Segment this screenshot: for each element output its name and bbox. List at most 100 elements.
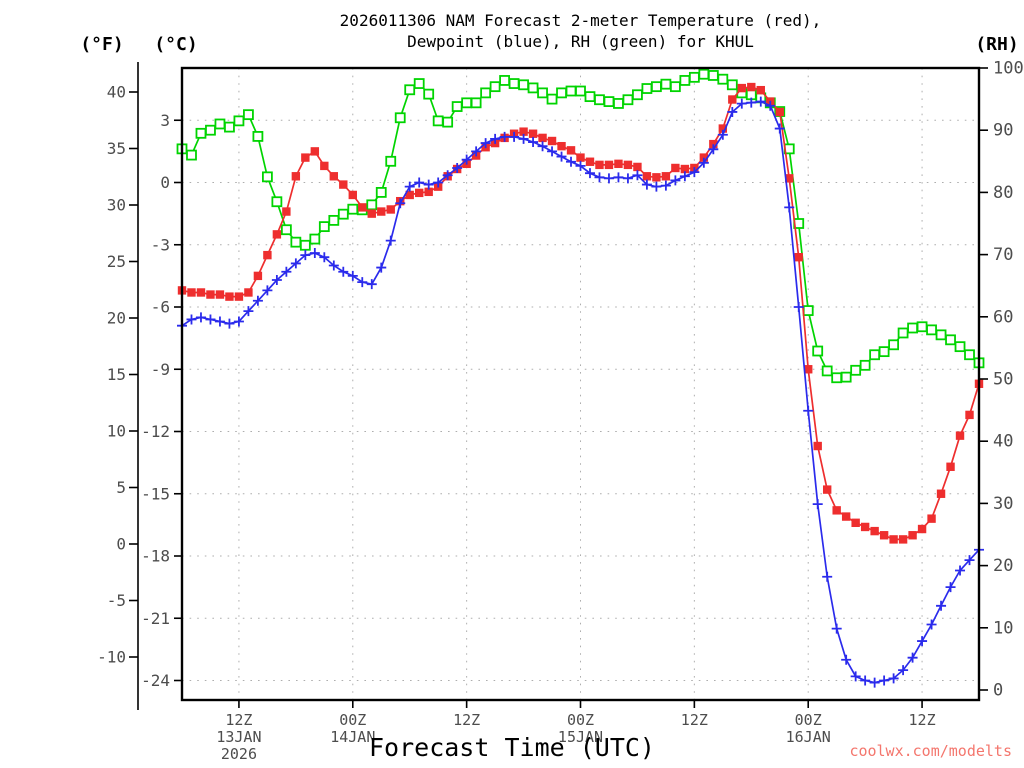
date-label: 13JAN [216, 728, 261, 746]
plus-marker [793, 302, 804, 312]
plus-marker [499, 131, 510, 142]
open-square-marker [831, 372, 843, 384]
fahrenheit-tick-label: 40 [107, 83, 126, 102]
filled-square-marker [680, 164, 690, 174]
celsius-tick-label: -6 [151, 298, 170, 317]
open-square-marker [679, 75, 691, 86]
plus-marker [917, 636, 928, 647]
filled-square-marker [756, 85, 765, 95]
plus-marker [366, 279, 377, 290]
open-square-marker [271, 196, 283, 208]
plus-marker [936, 600, 947, 611]
filled-square-marker [339, 180, 348, 189]
plus-marker [717, 129, 728, 140]
plus-marker [660, 180, 671, 191]
filled-square-marker [206, 290, 215, 299]
open-square-marker [565, 85, 577, 97]
time-tick-label: 12Z [681, 711, 708, 729]
celsius-tick-label: 3 [160, 111, 170, 130]
fahrenheit-tick-label: 15 [107, 365, 126, 384]
celsius-tick-label: -9 [151, 360, 170, 379]
open-square-marker [233, 115, 245, 127]
filled-square-marker [215, 290, 225, 299]
filled-square-marker [196, 288, 206, 297]
plus-marker [888, 673, 899, 684]
fahrenheit-tick-label: 35 [107, 139, 126, 158]
plus-marker [850, 671, 861, 682]
open-square-marker [518, 79, 529, 91]
filled-square-marker [851, 518, 860, 527]
plus-marker [376, 262, 387, 273]
open-square-marker [584, 91, 596, 103]
time-tick-label: 12Z [225, 711, 252, 729]
open-square-marker [651, 81, 662, 93]
plus-marker [860, 675, 871, 686]
open-square-marker [195, 127, 207, 139]
plus-marker [452, 162, 463, 173]
open-square-marker [366, 199, 378, 211]
plus-marker [205, 314, 216, 325]
open-square-marker [537, 87, 548, 99]
open-square-marker [660, 78, 672, 90]
plus-marker [385, 235, 396, 246]
filled-square-marker [291, 172, 301, 181]
celsius-tick-label: -21 [141, 609, 170, 628]
fahrenheit-tick-label: -5 [107, 591, 126, 610]
filled-square-marker [547, 136, 557, 146]
plus-marker [243, 306, 254, 317]
plus-marker [755, 96, 766, 107]
rh-tick-label: 50 [993, 370, 1013, 390]
plus-marker [822, 571, 833, 582]
plus-marker [926, 619, 937, 630]
filled-square-marker [415, 188, 424, 198]
open-square-marker [375, 186, 387, 198]
fahrenheit-tick-label: 10 [107, 422, 126, 441]
plus-marker [575, 160, 586, 171]
plus-marker [537, 141, 548, 152]
open-square-marker [926, 324, 937, 336]
filled-square-marker [832, 506, 841, 515]
rh-tick-label: 0 [993, 681, 1003, 701]
plus-marker [841, 654, 852, 665]
plus-marker [594, 172, 605, 183]
open-square-marker [527, 82, 539, 94]
filled-square-marker [595, 160, 604, 170]
filled-square-marker [377, 207, 386, 216]
plus-marker [433, 177, 444, 188]
plus-marker [898, 665, 909, 676]
x-axis-title: Forecast Time (UTC) [369, 733, 655, 762]
plus-marker [319, 252, 330, 263]
rh-axis-unit-label: (RH) [975, 34, 1019, 55]
plus-marker [347, 270, 358, 281]
filled-square-marker [386, 205, 395, 214]
filled-square-marker [566, 146, 576, 155]
open-square-marker [252, 131, 264, 142]
plus-marker [803, 405, 814, 416]
filled-square-marker [927, 514, 936, 523]
filled-square-marker [737, 83, 746, 93]
open-square-marker [480, 87, 492, 99]
filled-square-marker [718, 124, 728, 133]
rh-markers [176, 68, 985, 384]
plus-marker [613, 172, 624, 183]
open-square-marker [850, 364, 862, 376]
plus-marker [746, 97, 757, 108]
open-square-marker [385, 155, 397, 167]
open-square-marker [821, 365, 833, 377]
time-tick-label: 12Z [453, 711, 480, 729]
open-square-marker [205, 124, 216, 136]
filled-square-marker [728, 95, 737, 104]
filled-square-marker [405, 190, 414, 200]
filled-square-marker [794, 253, 803, 262]
open-square-marker [423, 88, 435, 100]
time-tick-label: 00Z [795, 711, 822, 729]
open-square-marker [802, 305, 814, 316]
plus-marker [309, 248, 320, 259]
celsius-tick-label: -15 [141, 484, 170, 503]
open-square-marker [641, 83, 653, 94]
plus-marker [679, 171, 690, 182]
rh-tick-label: 90 [993, 121, 1013, 141]
open-square-marker [717, 73, 729, 85]
filled-square-marker [841, 512, 851, 521]
filled-square-marker [187, 288, 196, 297]
